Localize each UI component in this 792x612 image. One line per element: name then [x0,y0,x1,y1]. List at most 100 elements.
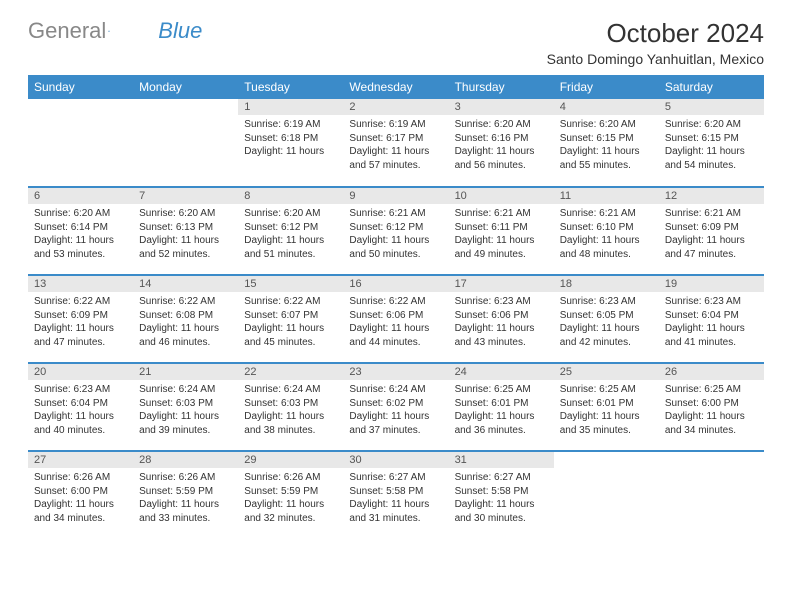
sunrise-text: Sunrise: 6:19 AM [349,118,442,132]
brand-flag-icon [108,24,110,38]
day-number: 25 [554,364,659,380]
daylight-text: Daylight: 11 hours and 40 minutes. [34,410,127,437]
day-details: Sunrise: 6:21 AMSunset: 6:11 PMDaylight:… [449,204,554,267]
sunrise-text: Sunrise: 6:23 AM [560,295,653,309]
sunset-text: Sunset: 6:05 PM [560,309,653,323]
day-details: Sunrise: 6:27 AMSunset: 5:58 PMDaylight:… [343,468,448,531]
day-details: Sunrise: 6:21 AMSunset: 6:10 PMDaylight:… [554,204,659,267]
day-details: Sunrise: 6:24 AMSunset: 6:03 PMDaylight:… [238,380,343,443]
sunset-text: Sunset: 6:16 PM [455,132,548,146]
day-details: Sunrise: 6:25 AMSunset: 6:01 PMDaylight:… [554,380,659,443]
daylight-text: Daylight: 11 hours and 53 minutes. [34,234,127,261]
calendar-cell: 31Sunrise: 6:27 AMSunset: 5:58 PMDayligh… [449,451,554,539]
month-title: October 2024 [547,18,764,49]
calendar-cell: 7Sunrise: 6:20 AMSunset: 6:13 PMDaylight… [133,187,238,275]
day-number: 3 [449,99,554,115]
sunset-text: Sunset: 6:09 PM [34,309,127,323]
daylight-text: Daylight: 11 hours and 39 minutes. [139,410,232,437]
daylight-text: Daylight: 11 hours and 45 minutes. [244,322,337,349]
daylight-text: Daylight: 11 hours and 47 minutes. [34,322,127,349]
day-details: Sunrise: 6:19 AMSunset: 6:17 PMDaylight:… [343,115,448,178]
calendar-cell: 5Sunrise: 6:20 AMSunset: 6:15 PMDaylight… [659,99,764,187]
day-header: Saturday [659,75,764,99]
sunset-text: Sunset: 6:08 PM [139,309,232,323]
sunrise-text: Sunrise: 6:20 AM [560,118,653,132]
daylight-text: Daylight: 11 hours and 41 minutes. [665,322,758,349]
calendar-cell: 22Sunrise: 6:24 AMSunset: 6:03 PMDayligh… [238,363,343,451]
calendar-cell: 21Sunrise: 6:24 AMSunset: 6:03 PMDayligh… [133,363,238,451]
day-header: Thursday [449,75,554,99]
sunset-text: Sunset: 6:15 PM [665,132,758,146]
day-details: Sunrise: 6:24 AMSunset: 6:02 PMDaylight:… [343,380,448,443]
day-details: Sunrise: 6:20 AMSunset: 6:15 PMDaylight:… [554,115,659,178]
calendar-cell: 13Sunrise: 6:22 AMSunset: 6:09 PMDayligh… [28,275,133,363]
sunrise-text: Sunrise: 6:22 AM [349,295,442,309]
day-details: Sunrise: 6:27 AMSunset: 5:58 PMDaylight:… [449,468,554,531]
calendar-cell: 8Sunrise: 6:20 AMSunset: 6:12 PMDaylight… [238,187,343,275]
sunset-text: Sunset: 5:58 PM [455,485,548,499]
day-details: Sunrise: 6:20 AMSunset: 6:15 PMDaylight:… [659,115,764,178]
daylight-text: Daylight: 11 hours and 57 minutes. [349,145,442,172]
sunrise-text: Sunrise: 6:21 AM [665,207,758,221]
sunset-text: Sunset: 6:12 PM [349,221,442,235]
sunset-text: Sunset: 5:58 PM [349,485,442,499]
calendar-cell: 1Sunrise: 6:19 AMSunset: 6:18 PMDaylight… [238,99,343,187]
calendar-cell: 26Sunrise: 6:25 AMSunset: 6:00 PMDayligh… [659,363,764,451]
daylight-text: Daylight: 11 hours and 34 minutes. [665,410,758,437]
calendar-cell: 6Sunrise: 6:20 AMSunset: 6:14 PMDaylight… [28,187,133,275]
daylight-text: Daylight: 11 hours and 55 minutes. [560,145,653,172]
brand-logo: General Blue [28,18,202,44]
brand-name-2: Blue [158,18,202,44]
calendar-cell: 17Sunrise: 6:23 AMSunset: 6:06 PMDayligh… [449,275,554,363]
calendar-cell: 29Sunrise: 6:26 AMSunset: 5:59 PMDayligh… [238,451,343,539]
day-number: 20 [28,364,133,380]
day-number: 4 [554,99,659,115]
day-details: Sunrise: 6:26 AMSunset: 6:00 PMDaylight:… [28,468,133,531]
daylight-text: Daylight: 11 hours and 44 minutes. [349,322,442,349]
sunset-text: Sunset: 6:10 PM [560,221,653,235]
day-number: 2 [343,99,448,115]
sunrise-text: Sunrise: 6:27 AM [455,471,548,485]
day-number: 5 [659,99,764,115]
day-details: Sunrise: 6:23 AMSunset: 6:06 PMDaylight:… [449,292,554,355]
daylight-text: Daylight: 11 hours and 38 minutes. [244,410,337,437]
day-details: Sunrise: 6:23 AMSunset: 6:04 PMDaylight:… [659,292,764,355]
sunrise-text: Sunrise: 6:23 AM [34,383,127,397]
sunrise-text: Sunrise: 6:23 AM [665,295,758,309]
day-number: 21 [133,364,238,380]
sunset-text: Sunset: 6:09 PM [665,221,758,235]
daylight-text: Daylight: 11 hours and 36 minutes. [455,410,548,437]
sunrise-text: Sunrise: 6:24 AM [349,383,442,397]
calendar-cell: 14Sunrise: 6:22 AMSunset: 6:08 PMDayligh… [133,275,238,363]
sunrise-text: Sunrise: 6:23 AM [455,295,548,309]
calendar-cell [28,99,133,187]
sunrise-text: Sunrise: 6:26 AM [139,471,232,485]
location-label: Santo Domingo Yanhuitlan, Mexico [547,51,764,67]
daylight-text: Daylight: 11 hours and 51 minutes. [244,234,337,261]
sunset-text: Sunset: 6:04 PM [665,309,758,323]
day-number: 29 [238,452,343,468]
daylight-text: Daylight: 11 hours and 32 minutes. [244,498,337,525]
day-number: 11 [554,188,659,204]
daylight-text: Daylight: 11 hours and 35 minutes. [560,410,653,437]
day-details: Sunrise: 6:23 AMSunset: 6:05 PMDaylight:… [554,292,659,355]
day-number: 8 [238,188,343,204]
day-details: Sunrise: 6:23 AMSunset: 6:04 PMDaylight:… [28,380,133,443]
day-number: 24 [449,364,554,380]
day-header: Sunday [28,75,133,99]
day-number [659,452,764,468]
day-details: Sunrise: 6:21 AMSunset: 6:12 PMDaylight:… [343,204,448,267]
day-number: 27 [28,452,133,468]
sunset-text: Sunset: 6:06 PM [455,309,548,323]
sunset-text: Sunset: 6:13 PM [139,221,232,235]
calendar-cell: 12Sunrise: 6:21 AMSunset: 6:09 PMDayligh… [659,187,764,275]
daylight-text: Daylight: 11 hours and 42 minutes. [560,322,653,349]
calendar-cell: 28Sunrise: 6:26 AMSunset: 5:59 PMDayligh… [133,451,238,539]
day-number: 14 [133,276,238,292]
day-number: 13 [28,276,133,292]
sunset-text: Sunset: 6:00 PM [34,485,127,499]
calendar-cell: 27Sunrise: 6:26 AMSunset: 6:00 PMDayligh… [28,451,133,539]
daylight-text: Daylight: 11 hours and 52 minutes. [139,234,232,261]
calendar-cell: 9Sunrise: 6:21 AMSunset: 6:12 PMDaylight… [343,187,448,275]
sunrise-text: Sunrise: 6:22 AM [244,295,337,309]
